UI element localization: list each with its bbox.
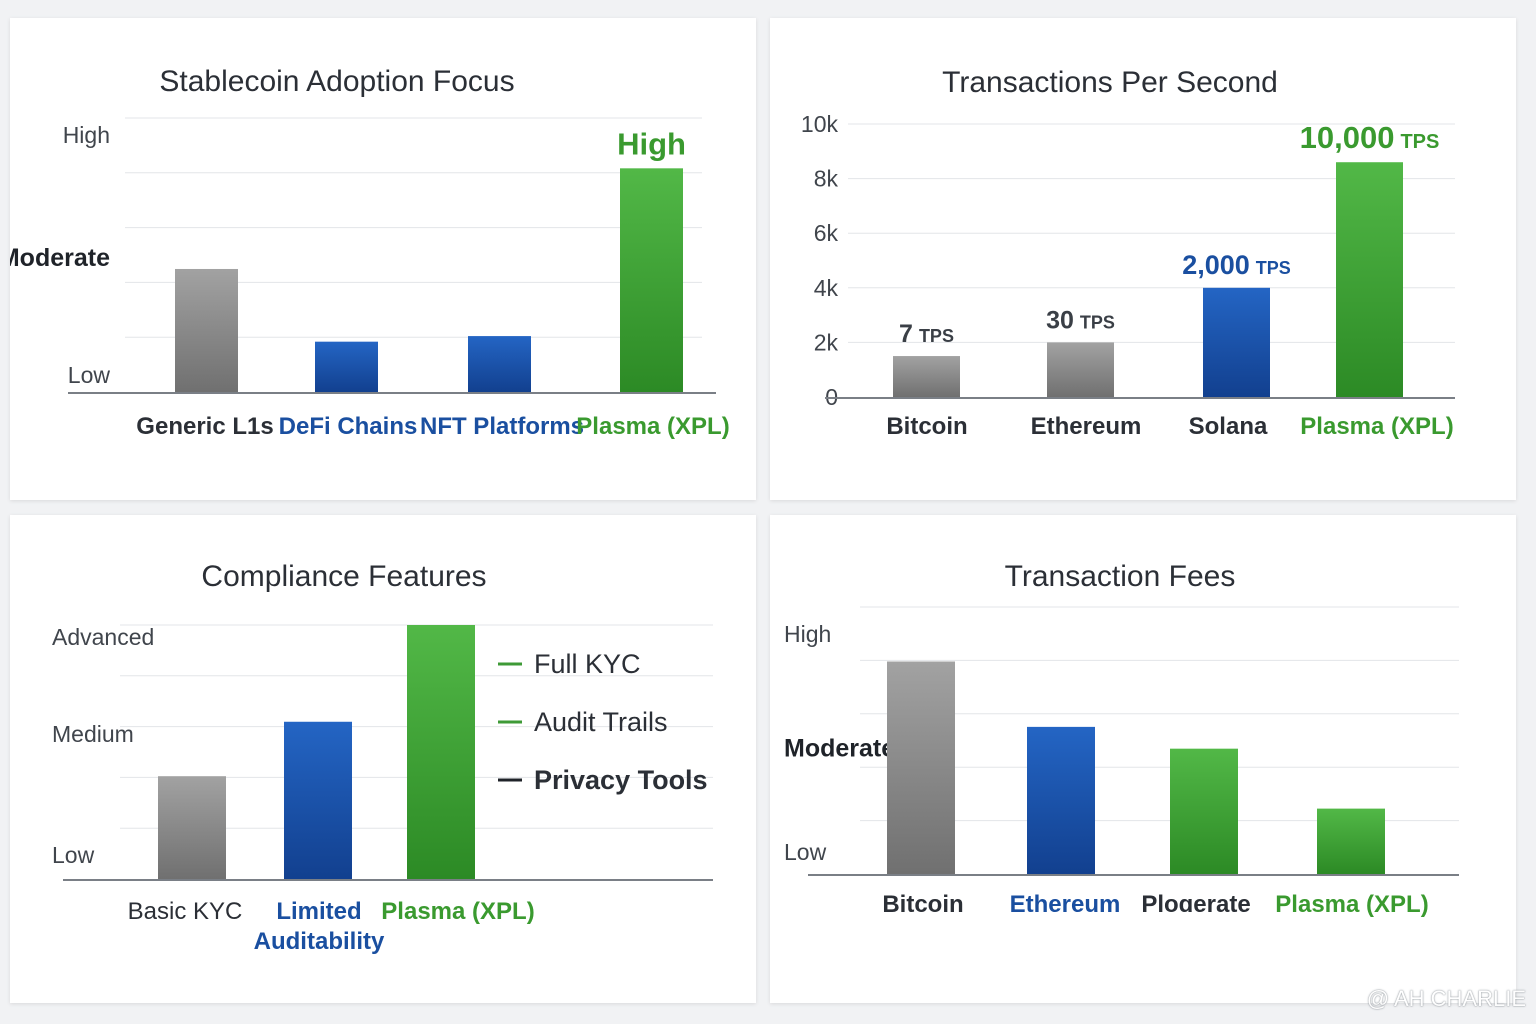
y-tick-label-low: Low	[68, 362, 111, 388]
x-tick-label-limited: Limited	[276, 898, 361, 925]
x-tick-label-plasma-xpl: Plasma (XPL)	[381, 898, 534, 925]
bar-plasma-xpl	[1317, 808, 1385, 874]
bar-ethereum	[1047, 342, 1114, 397]
data-label-2-000: 2,000 TPS	[1182, 250, 1291, 280]
bar-plo-erate	[1170, 748, 1238, 874]
y-tick-label-4k: 4k	[814, 275, 839, 301]
x-tick-label-generic-l1s: Generic L1s	[136, 413, 273, 440]
chart-transactions-per-second: Transactions Per Second10k8k6k4k2k0Bitco…	[801, 66, 1455, 440]
bar-solana	[1203, 287, 1270, 397]
bar-plasma-xpl	[407, 625, 475, 879]
x-tick-label-defi-chains: DeFi Chains	[279, 413, 418, 440]
x-tick-label-bitcoin: Bitcoin	[886, 413, 967, 440]
bar-ethereum	[1027, 726, 1095, 874]
data-label-high: High	[617, 126, 686, 161]
data-label-10-000: 10,000 TPS	[1300, 120, 1440, 155]
chart-transaction-fees: Transaction Fees High Moderate Low Bitcoin Et…	[784, 560, 1459, 918]
bar-bitcoin	[887, 661, 955, 874]
y-tick-label-medium: Medium	[52, 721, 134, 747]
bar-basic-kyc	[158, 776, 226, 879]
x-tick-label-ethereum: Ethereum	[1010, 891, 1121, 918]
y-tick-label-moderate: Moderate	[10, 244, 110, 272]
x-tick-label-solana: Solana	[1189, 413, 1268, 440]
chart-panel-compliance-features: Compliance Features Advanced Medium Low Basi…	[10, 515, 756, 1003]
x-tick-label-auditability: Auditability	[254, 928, 385, 955]
chart-panel-transaction-fees: Transaction Fees High Moderate Low Bitcoin Et…	[770, 515, 1516, 1003]
bar-plasma-xpl	[1336, 162, 1403, 397]
legend-label-privacy-tools: Privacy Tools	[534, 765, 708, 795]
chart-title: Compliance Features	[201, 560, 486, 593]
y-tick-label-low: Low	[52, 842, 95, 868]
bar-generic-l1s	[175, 268, 238, 392]
data-label-30: 30 TPS	[1046, 306, 1115, 334]
chart-title: Transactions Per Second	[942, 66, 1278, 99]
y-tick-label-10k: 10k	[801, 111, 839, 137]
y-tick-label-8k: 8k	[814, 166, 839, 192]
y-tick-label-high: High	[784, 621, 831, 647]
chart-title: Stablecoin Adoption Focus	[159, 65, 514, 98]
y-tick-label-moderate: Moderate	[784, 735, 895, 763]
y-tick-label-advanced: Advanced	[52, 624, 154, 650]
chart-panel-transactions-per-second: Transactions Per Second10k8k6k4k2k0Bitco…	[770, 18, 1516, 500]
y-tick-label-2k: 2k	[814, 329, 839, 355]
x-tick-label-plasma-xpl: Plasma (XPL)	[1275, 891, 1428, 918]
bar-bitcoin	[893, 356, 960, 397]
legend-label-audit-trails: Audit Trails	[534, 707, 668, 737]
chart-compliance-features: Compliance Features Advanced Medium Low Basi…	[52, 560, 713, 955]
chart-panel-stablecoin-adoption: Stablecoin Adoption Focus High Moderate Low…	[10, 18, 756, 500]
bar-defi-chains	[315, 341, 378, 392]
chart-stablecoin-adoption: Stablecoin Adoption Focus High Moderate Low…	[10, 65, 730, 440]
chart-title: Transaction Fees	[1005, 560, 1236, 593]
x-tick-label-nft-platforms: NFT Platforms	[420, 413, 584, 440]
y-tick-label-low: Low	[784, 839, 827, 865]
legend-label-full-kyc: Full KYC	[534, 649, 641, 679]
x-tick-label-plasma-xpl: Plasma (XPL)	[1300, 413, 1453, 440]
x-tick-label-plo-erate: Ploɑerate	[1141, 891, 1250, 918]
y-tick-label-high: High	[63, 122, 110, 148]
watermark: @ AH CHARLIE	[1366, 986, 1526, 1011]
data-label-7: 7 TPS	[899, 320, 954, 348]
x-tick-label-ethereum: Ethereum	[1031, 413, 1142, 440]
x-tick-label-bitcoin: Bitcoin	[882, 891, 963, 918]
bar-plasma-xpl	[620, 168, 683, 392]
bar-limited-auditability	[284, 721, 352, 879]
y-tick-label-6k: 6k	[814, 220, 839, 246]
x-tick-label-plasma-xpl: Plasma (XPL)	[576, 413, 729, 440]
bar-nft-platforms	[468, 336, 531, 392]
x-tick-label-basic-kyc: Basic KYC	[128, 898, 243, 925]
